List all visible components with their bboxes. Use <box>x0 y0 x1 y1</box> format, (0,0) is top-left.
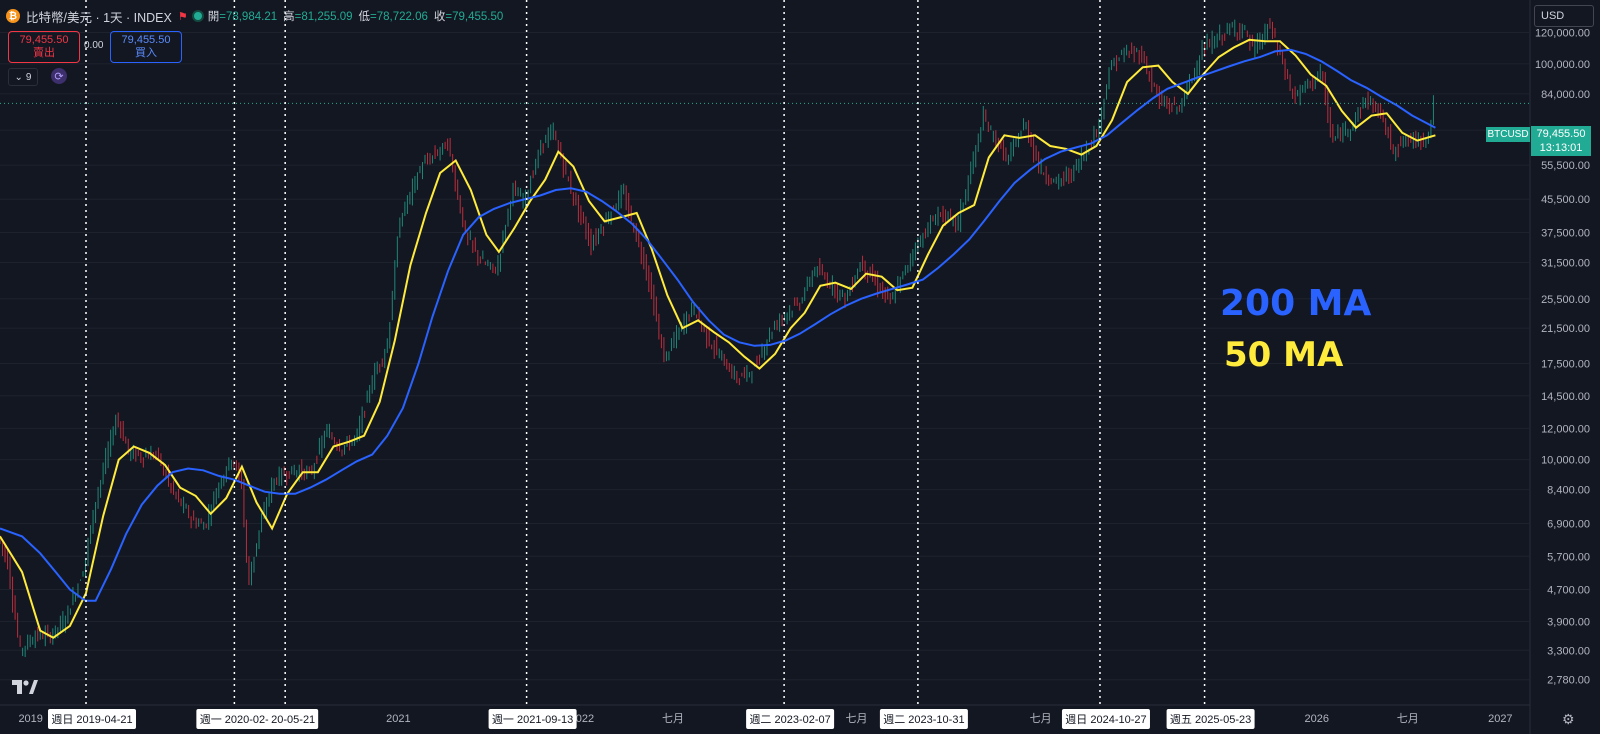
chevron-down-icon: ⌄ <box>14 71 23 83</box>
y-tick-label: 4,700.00 <box>1547 584 1590 596</box>
y-tick-label: 100,000.00 <box>1535 59 1590 71</box>
spread-value: 0.00 <box>84 40 104 51</box>
y-tick-label: 55,500.00 <box>1541 160 1590 172</box>
y-tick-label: 2,780.00 <box>1547 675 1590 687</box>
ohlc-low: 低=78,722.06 <box>358 11 428 23</box>
marker-date-label: 週二 2023-10-31 <box>883 713 964 726</box>
indicators-toggle[interactable]: ⌄ 9 <box>8 68 38 86</box>
ma50-line <box>0 38 1436 639</box>
y-tick-label: 3,300.00 <box>1547 645 1590 657</box>
y-tick-label: 12,000.00 <box>1541 423 1590 435</box>
y-tick-label: 45,500.00 <box>1541 194 1590 206</box>
x-tick-label: 2026 <box>1305 713 1329 725</box>
y-tick-label: 25,500.00 <box>1541 294 1590 306</box>
x-tick-label: 2021 <box>386 713 410 725</box>
x-tick-label: 七月 <box>662 712 684 725</box>
y-tick-label: 6,900.00 <box>1547 518 1590 530</box>
marker-date-label: 週日 2024-10-27 <box>1065 713 1146 726</box>
ma50-annotation: 50 MA <box>1224 335 1344 375</box>
x-tick-label: 2027 <box>1488 713 1512 725</box>
sell-price: 79,455.50 <box>19 34 69 46</box>
y-tick-label: 31,500.00 <box>1541 257 1590 269</box>
y-tick-label: 17,500.00 <box>1541 358 1590 370</box>
y-tick-label: 10,000.00 <box>1541 455 1590 467</box>
marker-date-box <box>48 709 137 729</box>
chart-pane[interactable] <box>0 0 1530 705</box>
flag-icon[interactable]: ⚑ <box>177 10 188 23</box>
marker-date-box <box>1166 709 1255 729</box>
marker-date-label: 20-05-21 <box>271 714 315 726</box>
y-tick-label: 21,500.00 <box>1541 323 1590 335</box>
symbol-header: ₿ 比特幣/美元 · 1天 · INDEX ⚑ 開=78,984.21 高=81… <box>6 6 503 26</box>
marker-date-box <box>879 709 968 729</box>
marker-date-box <box>488 709 577 729</box>
marker-date-label: 週一 2020-02-10 <box>200 713 281 726</box>
x-tick-label: 七月 <box>846 712 868 725</box>
last-price-tag: 79,455.50 13:13:01 <box>1531 126 1591 156</box>
marker-date-box <box>196 709 285 729</box>
ma200-annotation: 200 MA <box>1220 283 1372 324</box>
marker-date-box <box>1061 709 1150 729</box>
last-price: 79,455.50 <box>1536 128 1586 140</box>
y-tick-label: 37,500.00 <box>1541 227 1590 239</box>
ohlc-open: 開=78,984.21 <box>207 11 278 23</box>
buy-label: 買入 <box>135 47 157 59</box>
marker-date-label: 週一 2021-09-13 <box>492 713 573 726</box>
sell-label: 賣出 <box>33 47 55 59</box>
marker-date-box <box>268 709 319 729</box>
currency-select[interactable]: USD <box>1534 5 1594 27</box>
buy-button[interactable]: 79,455.50 買入 <box>110 31 182 63</box>
market-status-dot <box>193 12 202 20</box>
x-tick-label: 七月 <box>1030 712 1052 725</box>
x-tick-label: 七月 <box>1397 712 1419 725</box>
y-tick-label: 84,000.00 <box>1541 89 1590 101</box>
marker-date-label: 週五 2025-05-23 <box>1170 713 1251 726</box>
y-tick-label: 8,400.00 <box>1547 485 1590 497</box>
x-tick-label: 2019 <box>18 713 42 725</box>
buy-price: 79,455.50 <box>121 34 171 46</box>
marker-date-label: 週日 2019-04-21 <box>51 713 132 726</box>
indicator-count: 9 <box>25 71 32 83</box>
ohlc-high: 高=81,255.09 <box>283 11 353 23</box>
currency-value: USD <box>1541 10 1565 22</box>
y-tick-label: 14,500.00 <box>1541 391 1590 403</box>
y-tick-label: 5,700.00 <box>1547 551 1590 563</box>
symbol-title[interactable]: 比特幣/美元 · 1天 · INDEX <box>26 10 172 25</box>
marker-date-box <box>746 709 835 729</box>
y-tick-label: 120,000.00 <box>1535 28 1590 40</box>
marker-date-label: 週二 2023-02-07 <box>749 713 830 726</box>
y-tick-label: 3,900.00 <box>1547 617 1590 629</box>
ma200-line <box>0 48 1436 602</box>
refresh-icon[interactable]: ⟳ <box>51 68 67 84</box>
price-axis[interactable] <box>1530 0 1600 734</box>
bar-countdown: 13:13:01 <box>1539 142 1583 154</box>
tradingview-logo-icon[interactable] <box>12 680 38 694</box>
ohlc-close: 收=79,455.50 <box>433 11 504 23</box>
bitcoin-icon[interactable]: ₿ <box>6 9 20 23</box>
settings-gear-icon[interactable]: ⚙ <box>1562 711 1575 727</box>
symbol-price-label: BTCUSD <box>1486 127 1530 142</box>
sell-button[interactable]: 79,455.50 賣出 <box>8 31 80 63</box>
